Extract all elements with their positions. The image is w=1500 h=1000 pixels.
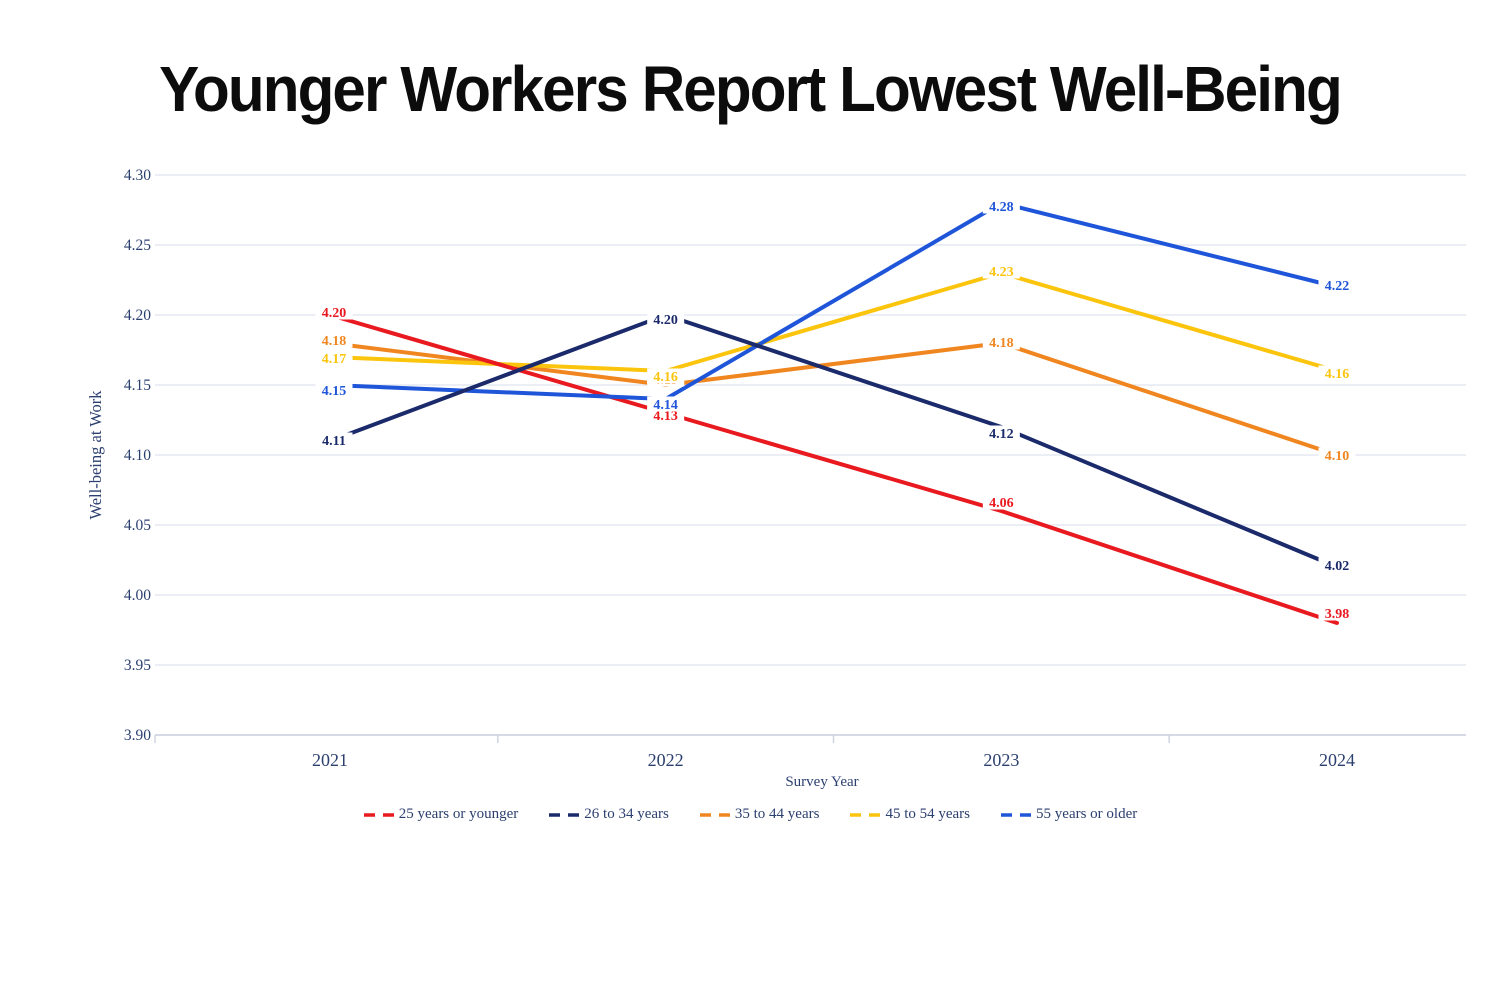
data-label: 4.22 xyxy=(1325,279,1350,294)
legend-item-35-to-44-years[interactable]: 35 to 44 years xyxy=(699,806,820,823)
legend-dash-marker xyxy=(699,812,732,817)
x-axis-ticks xyxy=(154,735,1170,743)
x-axis-tick-labels: 2021 2022 2023 2024 xyxy=(312,750,1355,770)
x-tick-label: 2024 xyxy=(1319,750,1355,770)
legend-label: 25 years or younger xyxy=(398,806,519,822)
legend-item-55-years-or-older[interactable]: 55 years or older xyxy=(1000,806,1137,823)
data-label: 4.16 xyxy=(1325,367,1350,382)
y-tick-label: 4.25 xyxy=(124,237,151,254)
data-label: 4.10 xyxy=(1325,449,1350,464)
data-label: 4.13 xyxy=(653,409,678,424)
data-label: 4.20 xyxy=(653,313,678,328)
series-line-25-years-or-younger xyxy=(328,313,1339,625)
x-tick-label: 2021 xyxy=(312,750,348,770)
x-tick-label: 2023 xyxy=(983,750,1019,770)
data-label: 4.28 xyxy=(989,200,1014,215)
series-data-labels-35-to-44-years: 4.18 4.15 4.18 4.10 xyxy=(315,332,1356,464)
data-label: 4.23 xyxy=(989,265,1014,280)
legend-dash-marker xyxy=(850,812,883,817)
data-label: 4.18 xyxy=(989,336,1014,351)
series-data-labels-45-to-54-years: 4.17 4.16 4.23 4.16 xyxy=(315,263,1356,385)
legend-dash-marker xyxy=(1001,812,1034,817)
y-axis-title: Well-being at Work xyxy=(86,390,105,520)
legend-item-45-to-54-years[interactable]: 45 to 54 years xyxy=(849,806,970,823)
data-label: 4.12 xyxy=(989,427,1014,442)
data-label: 4.16 xyxy=(653,370,678,385)
x-axis-title: Survey Year xyxy=(785,774,858,790)
y-tick-label: 4.05 xyxy=(124,517,151,534)
y-tick-label: 4.30 xyxy=(124,167,151,184)
y-axis-tick-labels: 4.30 4.25 4.20 4.15 4.10 4.05 4.00 3.95 3.90 xyxy=(124,167,151,744)
y-tick-label: 4.00 xyxy=(124,587,151,604)
data-label: 4.15 xyxy=(322,384,347,399)
series-data-labels-26-to-34-years: 4.11 4.20 4.12 4.02 xyxy=(315,311,1356,574)
series-data-labels-25-years-or-younger: 4.20 4.13 4.06 3.98 xyxy=(315,304,1356,622)
data-label: 4.02 xyxy=(1325,559,1350,574)
data-label: 4.11 xyxy=(322,434,346,449)
chart-title: Younger Workers Report Lowest Well-Being xyxy=(159,53,1343,125)
series-data-labels-55-years-or-older: 4.15 4.14 4.28 4.22 xyxy=(315,198,1356,413)
data-label: 4.17 xyxy=(322,352,347,367)
x-tick-label: 2022 xyxy=(648,750,684,770)
legend-label: 45 to 54 years xyxy=(885,806,971,822)
legend-dash-marker xyxy=(549,812,582,817)
y-tick-label: 4.20 xyxy=(124,307,151,324)
legend-label: 55 years or older xyxy=(1036,806,1138,822)
y-tick-label: 4.15 xyxy=(124,377,151,394)
chart-legend: 25 years or younger 26 to 34 years 35 to 4… xyxy=(0,806,1500,823)
legend-item-25-years-or-younger[interactable]: 25 years or younger xyxy=(363,806,519,823)
series-line-55-years-or-older xyxy=(328,201,1339,401)
y-tick-label: 3.90 xyxy=(124,727,151,744)
data-label: 4.14 xyxy=(653,398,678,413)
legend-dash-marker xyxy=(363,812,396,817)
series-line-26-to-34-years xyxy=(328,313,1339,569)
series-line-45-to-54-years xyxy=(328,271,1339,373)
data-label: 4.18 xyxy=(322,334,347,349)
y-tick-label: 4.10 xyxy=(124,447,151,464)
data-label: 4.20 xyxy=(322,306,347,321)
data-label: 4.06 xyxy=(989,496,1014,511)
legend-label: 26 to 34 years xyxy=(584,806,669,822)
legend-item-26-to-34-years[interactable]: 26 to 34 years xyxy=(548,806,669,823)
y-tick-label: 3.95 xyxy=(124,657,151,674)
data-label: 3.98 xyxy=(1325,607,1350,622)
legend-label: 35 to 44 years xyxy=(734,806,820,822)
